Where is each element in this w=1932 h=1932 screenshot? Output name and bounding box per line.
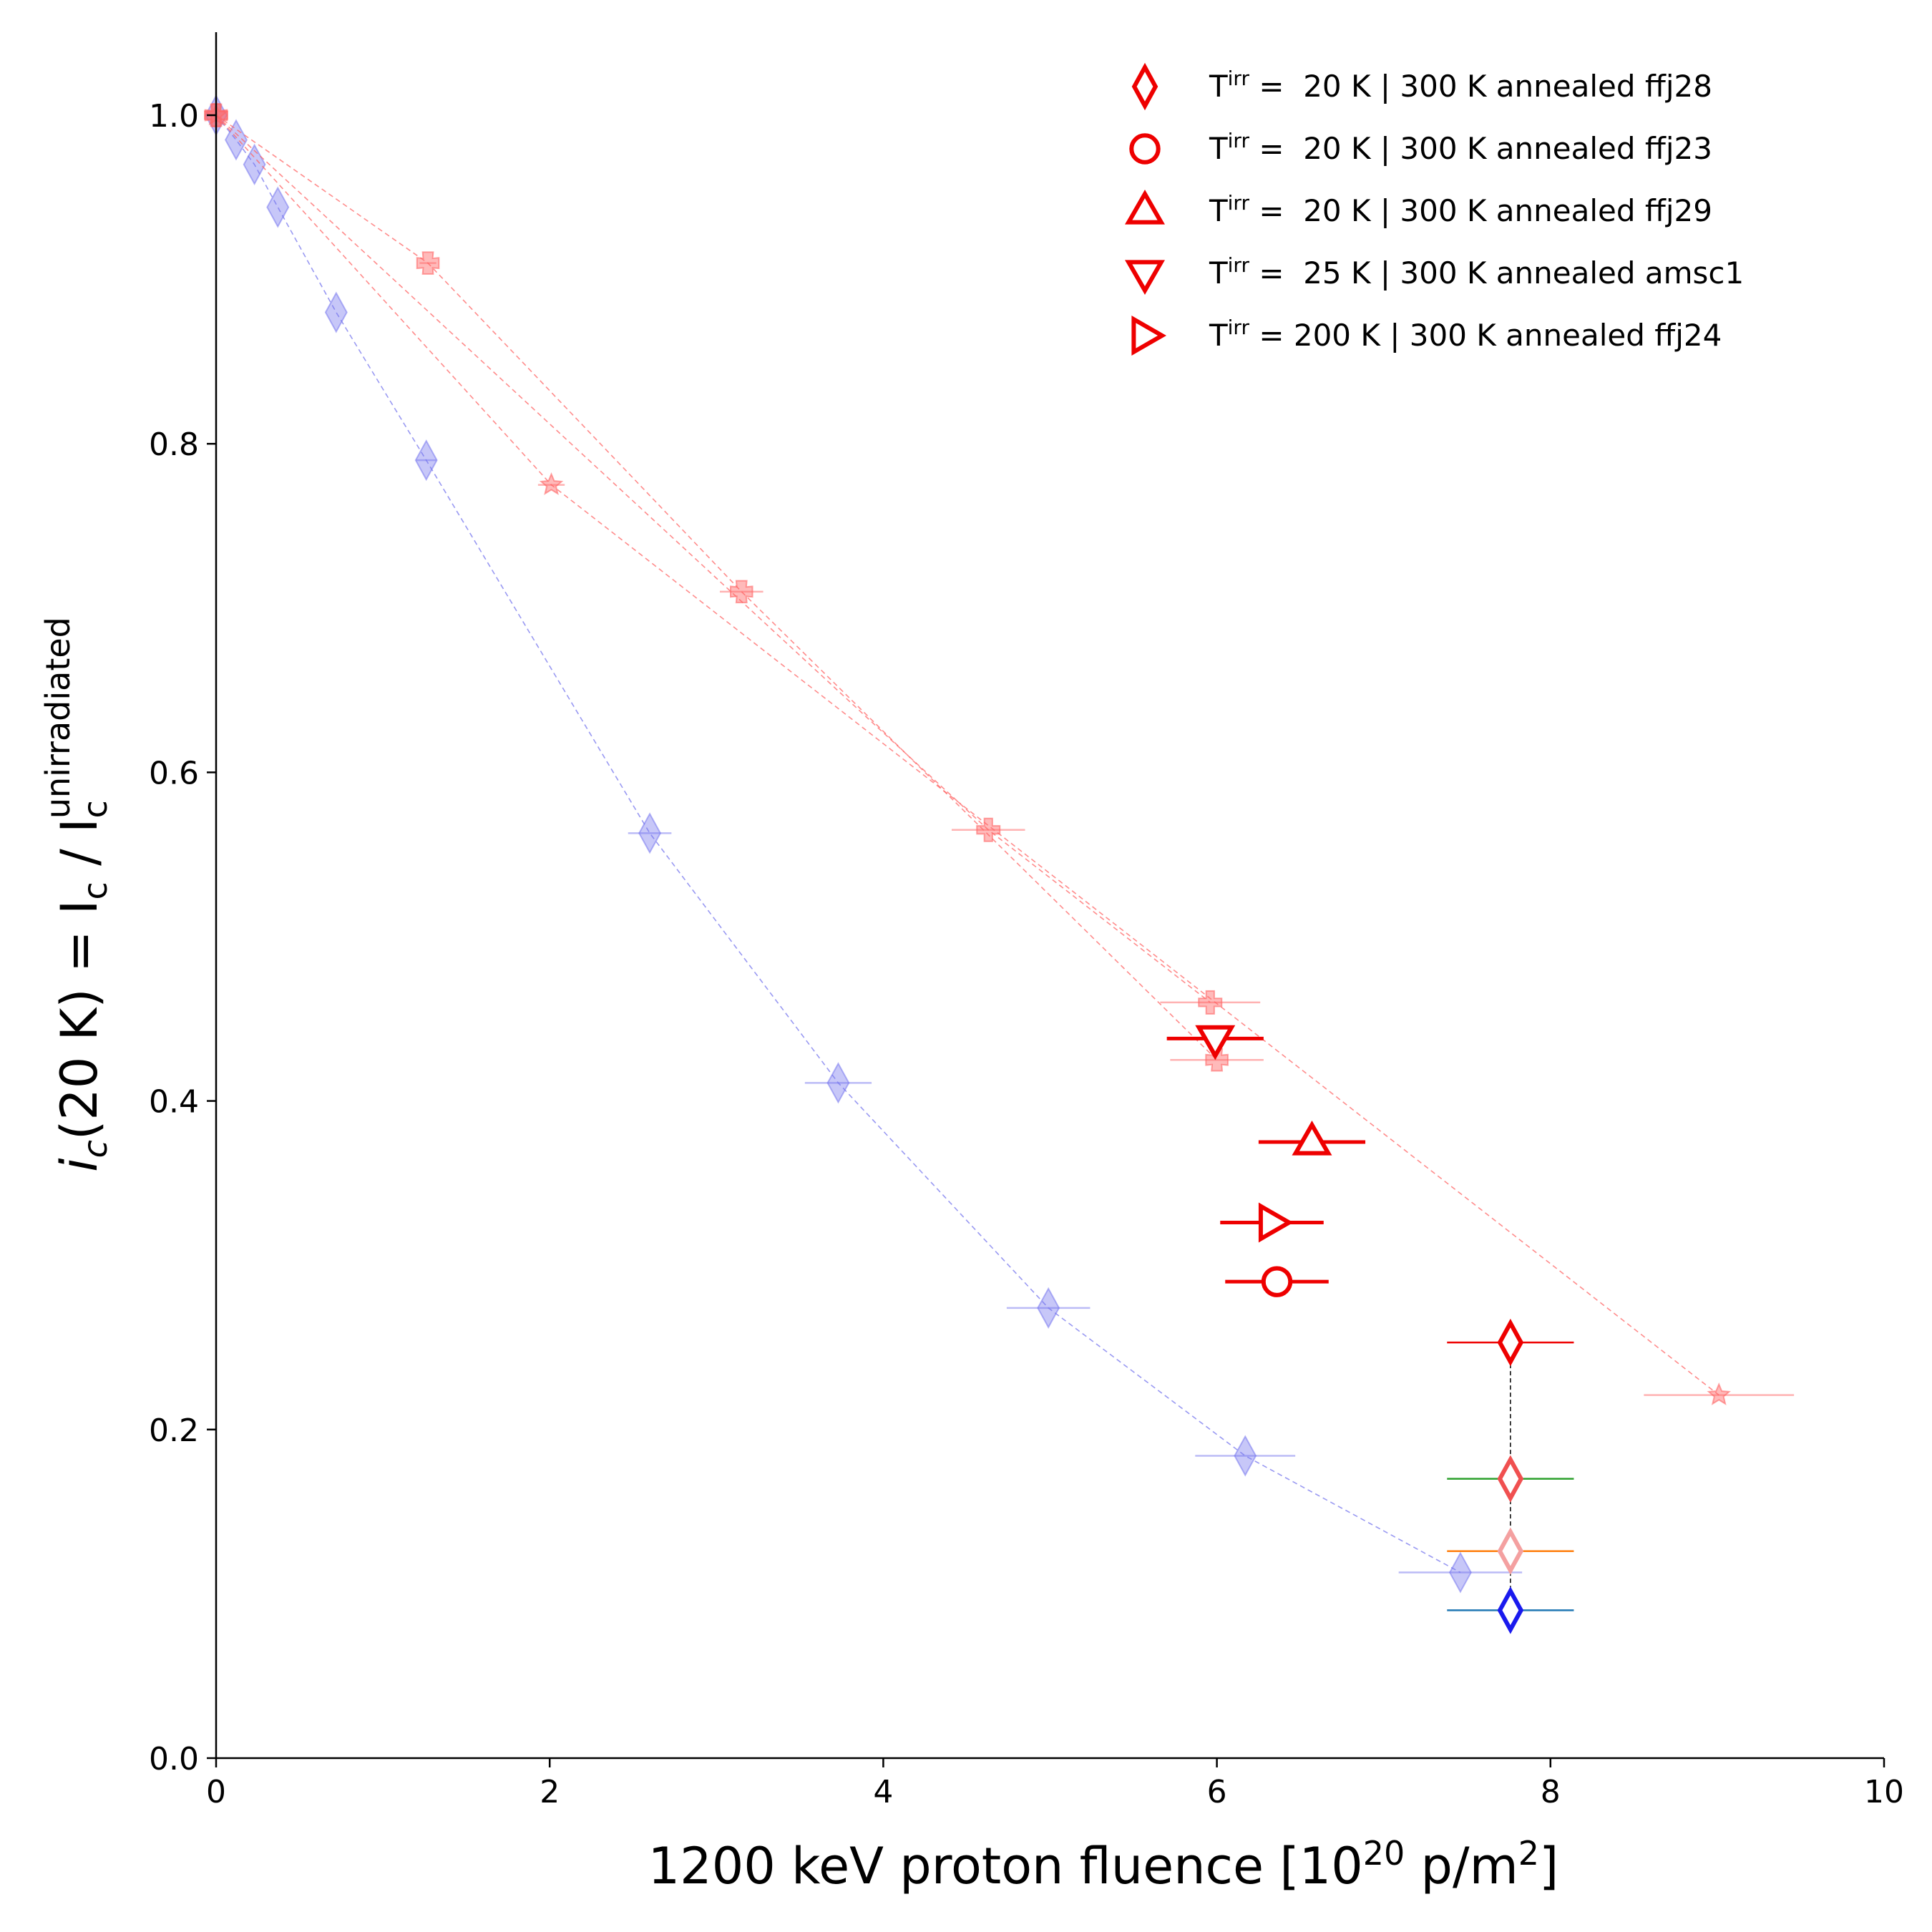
legend-label: Tirr = 20 K | 300 K annealed ffj28 (1209, 67, 1712, 104)
data-point (416, 251, 440, 275)
x-tick-label: 0 (206, 1774, 226, 1810)
data-point (1707, 1382, 1731, 1405)
y-tick-label: 1.0 (149, 98, 199, 135)
data-point (224, 119, 248, 161)
data-point (1497, 1318, 1524, 1367)
legend-marker (1131, 62, 1158, 111)
data-point (243, 143, 266, 185)
data-point (1292, 1120, 1332, 1156)
legend-label: Tirr = 200 K | 300 K annealed ffj24 (1209, 316, 1722, 353)
x-tick-label: 6 (1207, 1774, 1227, 1810)
data-point (1448, 1551, 1472, 1594)
data-point (1497, 1455, 1524, 1503)
data-point (976, 817, 1001, 842)
axes: 0 2 4 6 8 10 0.0 0.2 0.4 0.6 0.8 1.0 (149, 32, 1904, 1810)
x-axis-title: 1200 keV proton fluence [1020 p/m2] (648, 1834, 1559, 1896)
data-point (826, 1062, 850, 1104)
x-tick-label: 10 (1864, 1774, 1904, 1810)
legend-marker (1125, 189, 1165, 225)
data-point (414, 439, 438, 482)
data-point (1037, 1287, 1060, 1329)
y-tick-label: 0.0 (149, 1741, 199, 1777)
data-point (266, 186, 290, 228)
data-point (638, 812, 662, 854)
series-line (215, 114, 1211, 1003)
plot-area (204, 94, 1795, 1634)
y-axis-title: ic(20 K) = Ic / Icunirradiated (39, 617, 114, 1172)
data-point (1195, 1025, 1236, 1060)
legend: Tirr = 20 K | 300 K annealed ffj28 Tirr =… (1125, 62, 1744, 356)
y-tick-label: 0.4 (149, 1084, 199, 1121)
y-tick-label: 0.6 (149, 755, 199, 791)
data-point (729, 580, 753, 604)
legend-label: Tirr = 20 K | 300 K annealed ffj23 (1209, 129, 1712, 166)
legend-label: Tirr = 20 K | 300 K annealed ffj29 (1209, 191, 1712, 228)
series-line (215, 114, 1218, 1060)
data-point (1234, 1435, 1257, 1477)
x-tick-label: 4 (873, 1774, 893, 1810)
y-tick-label: 0.8 (149, 426, 199, 463)
legend-marker (1131, 316, 1167, 356)
y-tick-label: 0.2 (149, 1413, 199, 1449)
data-point (324, 291, 348, 333)
data-point (1497, 1527, 1524, 1575)
data-point (1497, 1586, 1524, 1634)
x-tick-label: 2 (540, 1774, 560, 1810)
data-point (1198, 990, 1223, 1015)
legend-marker (1125, 260, 1165, 296)
legend-marker (1129, 133, 1161, 165)
legend-label: Tirr = 25 K | 300 K annealed amsc1 (1209, 253, 1744, 291)
x-tick-label: 8 (1541, 1774, 1561, 1810)
series-line (215, 114, 1719, 1396)
data-point (1205, 1048, 1229, 1072)
data-point (539, 472, 564, 495)
data-point (1258, 1202, 1294, 1243)
data-point (1261, 1266, 1293, 1297)
